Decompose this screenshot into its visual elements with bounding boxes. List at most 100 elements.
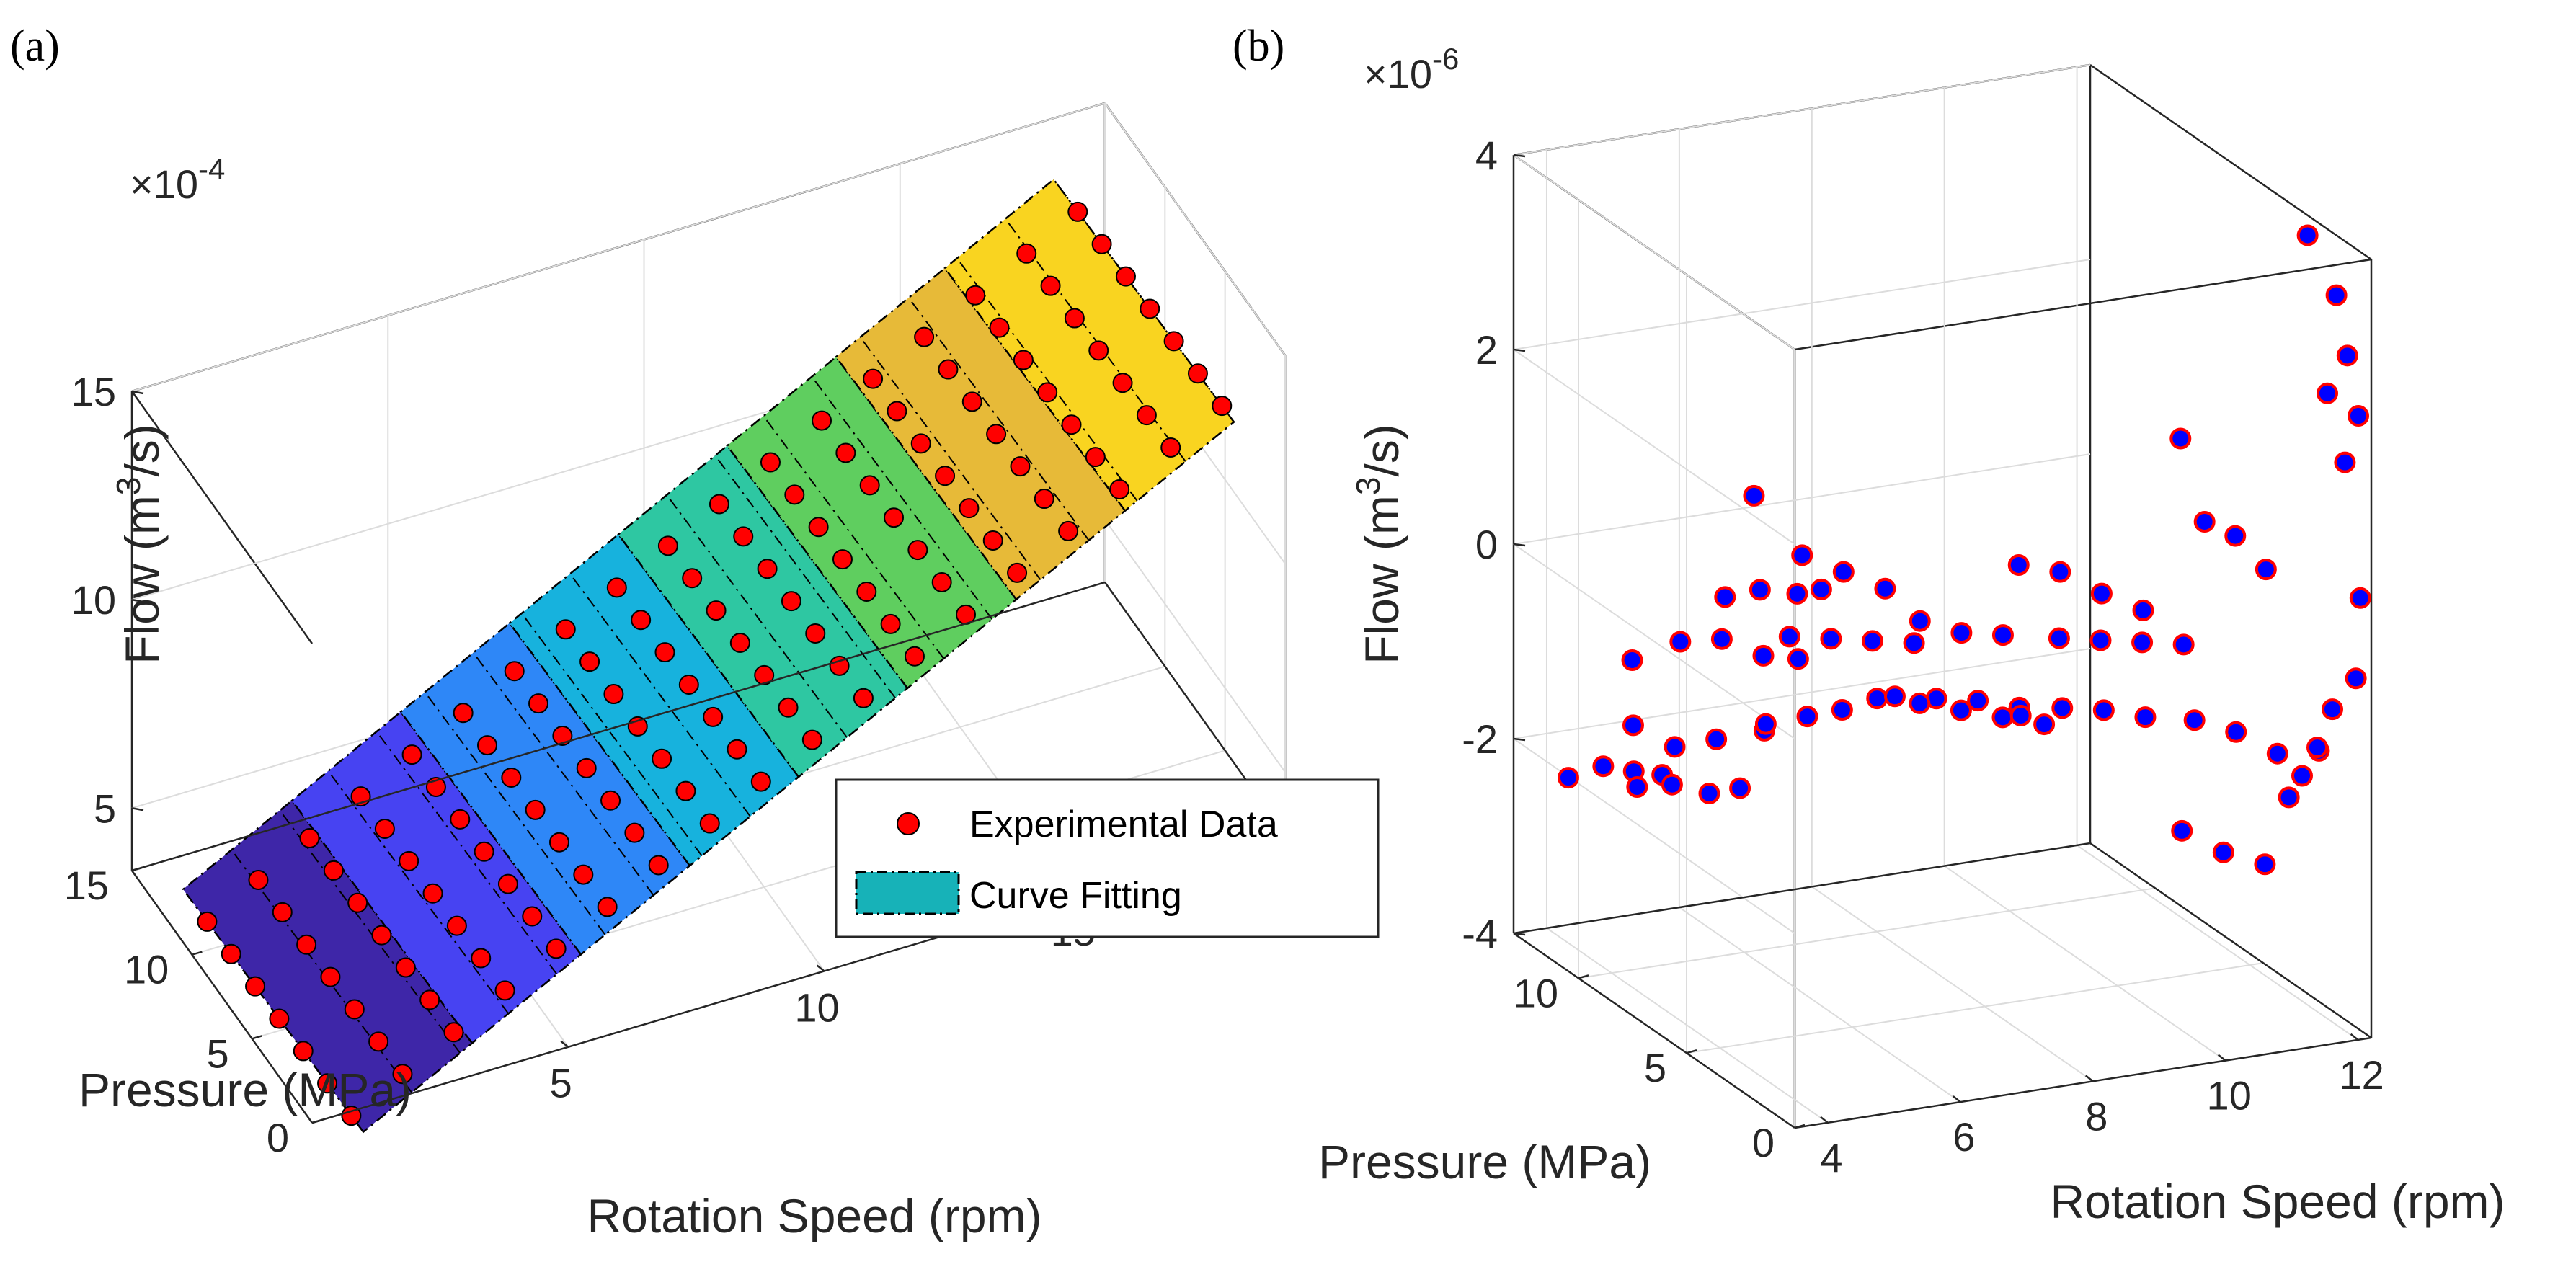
y-tick-label: 0 [267, 1115, 289, 1160]
z-tick-label: 4 [1475, 133, 1498, 178]
data-point [1013, 350, 1034, 370]
data-point [2225, 721, 2247, 743]
surface-mesh-line [1005, 218, 1186, 462]
surface-mesh-line [520, 613, 703, 857]
data-point [2278, 786, 2300, 809]
data-point [476, 735, 497, 756]
y-tick-label: 5 [1644, 1045, 1666, 1090]
x-tick-label: 8 [2085, 1093, 2108, 1139]
data-point [986, 424, 1007, 445]
data-point [399, 850, 419, 871]
data-point [2089, 629, 2112, 651]
data-point [859, 475, 880, 496]
data-point [1791, 544, 1813, 566]
data-point [471, 948, 492, 969]
data-point [727, 739, 747, 760]
data-point [729, 633, 750, 654]
y-tick [311, 1118, 323, 1124]
surface-mesh-line [714, 455, 897, 699]
data-point [597, 897, 618, 917]
data-point [657, 535, 678, 556]
data-point [1991, 706, 2014, 729]
data-point [1743, 484, 1765, 507]
grid-line [1811, 886, 2094, 1082]
data-point [317, 1073, 338, 1094]
x-tick [2350, 1033, 2359, 1041]
data-point [1909, 610, 1931, 632]
y-tick [1794, 1124, 1806, 1129]
data-point [1058, 520, 1079, 541]
data-point [856, 582, 877, 602]
data-point [546, 938, 567, 959]
z-tick-label: 0 [1475, 522, 1498, 567]
data-point [1714, 586, 1736, 608]
x-tick-label: 5 [550, 1061, 572, 1106]
surface-patch [508, 533, 800, 867]
data-point [1967, 690, 1989, 712]
surface-mesh-line [472, 652, 654, 896]
data-point [2336, 344, 2358, 367]
data-point [1040, 275, 1061, 296]
data-point [504, 661, 525, 682]
surface-patch [943, 178, 1235, 512]
data-point [555, 619, 576, 640]
box-edge [131, 581, 1106, 872]
y-tick-label: 0 [1752, 1120, 1775, 1165]
z-tick [1513, 543, 1526, 547]
data-point [982, 530, 1003, 551]
data-point [392, 1064, 413, 1085]
data-point [419, 989, 440, 1010]
data-point [1831, 699, 1853, 721]
data-point [1752, 644, 1775, 667]
data-point [2048, 627, 2070, 649]
data-point [1212, 396, 1233, 417]
surface-mesh-line [811, 376, 993, 620]
panel-a-label: (a) [10, 22, 60, 71]
z-tick [1513, 154, 1526, 158]
data-point [1592, 755, 1615, 778]
panel-b-label: (b) [1233, 22, 1284, 71]
data-point [1034, 489, 1054, 510]
data-point [2193, 511, 2216, 533]
data-point [880, 613, 901, 634]
data-point [197, 911, 218, 932]
data-point [1778, 626, 1800, 648]
z-tick-label: -4 [1462, 911, 1498, 956]
data-point [443, 1022, 464, 1043]
data-point [2224, 525, 2247, 547]
data-point [2345, 667, 2367, 690]
grid-line [1513, 349, 1795, 545]
data-point [1112, 373, 1133, 393]
data-point [1136, 405, 1157, 426]
data-point [648, 855, 669, 876]
data-point [2049, 561, 2071, 583]
z-tick [1513, 348, 1526, 352]
z-tick-label: 2 [1475, 327, 1498, 373]
panel-a-z-axis-label: Flow (m3/s) [110, 424, 169, 664]
data-point [296, 934, 317, 955]
surface-patch [726, 355, 1018, 690]
surface-mesh-line [907, 297, 1090, 541]
data-point [395, 957, 416, 978]
data-point [2334, 451, 2356, 473]
data-point [1109, 479, 1130, 499]
panel-b-axes-front [1513, 842, 2372, 1129]
y-axis-line [1513, 932, 1795, 1129]
z-tick [131, 598, 144, 603]
data-point [446, 915, 467, 936]
data-point [652, 748, 672, 769]
data-point [750, 771, 771, 792]
panel-a-y-axis-label: Pressure (MPa) [79, 1063, 412, 1116]
data-point [2132, 599, 2154, 621]
data-point [2296, 224, 2319, 246]
x-tick [2085, 1075, 2094, 1082]
grid-line [2077, 845, 2359, 1041]
grid-line [1513, 648, 2091, 739]
data-point [1064, 308, 1085, 329]
data-point [631, 610, 652, 631]
box-edge [2089, 63, 2372, 261]
box-edge [1794, 258, 2372, 351]
y-tick-label: 10 [124, 947, 169, 992]
data-point [374, 818, 395, 839]
